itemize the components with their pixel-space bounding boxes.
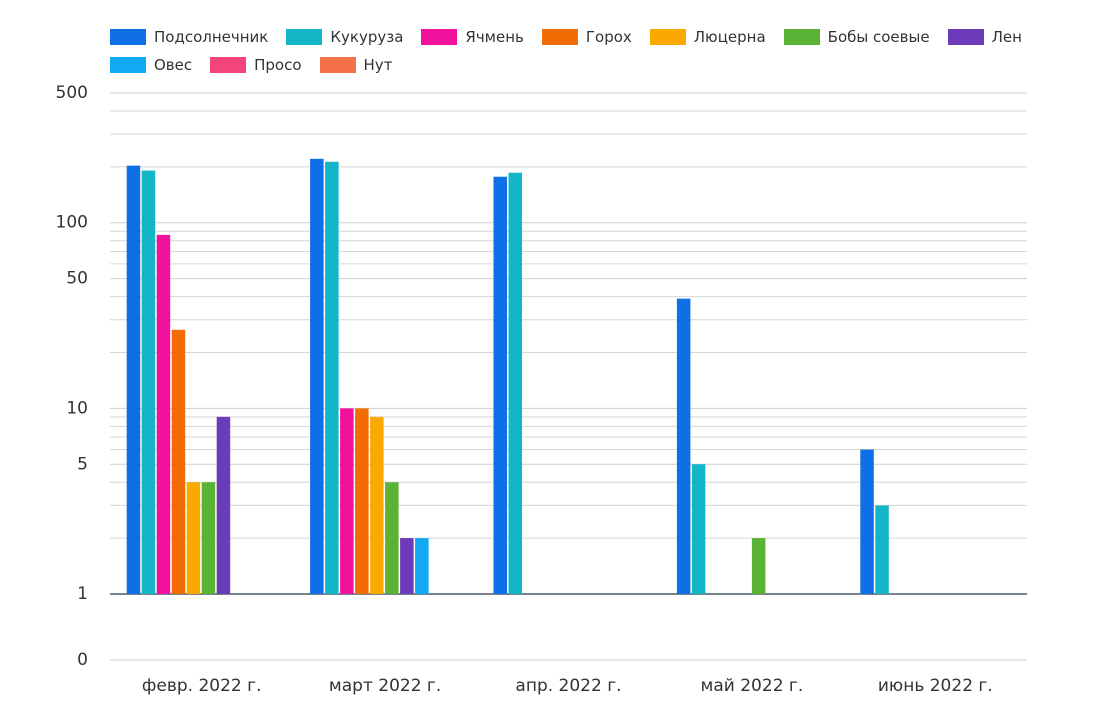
y-tick-label: 500 bbox=[56, 83, 88, 103]
bar bbox=[216, 416, 231, 594]
legend-label: Лен bbox=[991, 28, 1022, 46]
legend-item[interactable]: Кукуруза bbox=[286, 26, 403, 48]
bar bbox=[355, 408, 369, 594]
legend-item[interactable]: Бобы соевые bbox=[783, 26, 930, 48]
legend-item[interactable]: Просо bbox=[210, 54, 302, 76]
bar bbox=[370, 416, 384, 594]
legend-swatch bbox=[110, 29, 146, 45]
legend-label: Горох bbox=[585, 28, 632, 46]
legend-label: Люцерна bbox=[693, 28, 766, 46]
bar bbox=[325, 161, 339, 594]
bar bbox=[385, 482, 399, 594]
y-tick-label: 0 bbox=[77, 650, 88, 670]
legend-swatch bbox=[110, 57, 146, 73]
bar bbox=[691, 464, 706, 594]
bar bbox=[508, 172, 522, 594]
legend-label: Ячмень bbox=[465, 28, 524, 46]
y-tick-label: 100 bbox=[56, 213, 88, 233]
legend: Подсолнечник Кукуруза Ячмень Горох Люцерна Бо… bbox=[110, 26, 1030, 76]
bar bbox=[860, 449, 874, 594]
legend-swatch bbox=[783, 29, 820, 45]
bar bbox=[310, 158, 324, 594]
legend-swatch bbox=[541, 29, 578, 45]
x-tick-label: июнь 2022 г. bbox=[878, 676, 993, 696]
legend-label: Просо bbox=[254, 56, 302, 74]
legend-swatch bbox=[319, 57, 356, 73]
legend-item[interactable]: Подсолнечник bbox=[110, 26, 268, 48]
legend-item[interactable]: Горох bbox=[541, 26, 632, 48]
legend-swatch bbox=[421, 29, 458, 45]
legend-swatch bbox=[286, 29, 323, 45]
bar bbox=[201, 482, 216, 594]
legend-item[interactable]: Ячмень bbox=[421, 26, 524, 48]
legend-label: Овес bbox=[154, 56, 193, 74]
legend-item[interactable]: Нут bbox=[319, 54, 393, 76]
bar bbox=[493, 176, 507, 594]
legend-label: Бобы соевые bbox=[827, 28, 930, 46]
y-tick-label: 5 bbox=[77, 454, 88, 474]
legend-label: Подсолнечник bbox=[154, 28, 269, 46]
x-tick-label: апр. 2022 г. bbox=[515, 676, 621, 696]
legend-swatch bbox=[649, 29, 686, 45]
legend-item[interactable]: Лен bbox=[947, 26, 1022, 48]
bar bbox=[751, 538, 766, 594]
bar bbox=[875, 505, 889, 594]
bar bbox=[126, 165, 141, 594]
bar bbox=[186, 482, 201, 594]
legend-label: Нут bbox=[363, 56, 393, 74]
bar bbox=[676, 298, 691, 594]
legend-item[interactable]: Люцерна bbox=[649, 26, 766, 48]
y-tick-label: 10 bbox=[66, 398, 88, 418]
x-tick-label: май 2022 г. bbox=[701, 676, 804, 696]
legend-swatch bbox=[947, 29, 984, 45]
bar bbox=[415, 538, 429, 594]
bar bbox=[400, 538, 414, 594]
legend-label: Кукуруза bbox=[330, 28, 404, 46]
x-tick-label: март 2022 г. bbox=[329, 676, 441, 696]
x-tick-label: февр. 2022 г. bbox=[142, 676, 262, 696]
bar bbox=[340, 408, 354, 594]
legend-item[interactable]: Овес bbox=[110, 54, 192, 76]
bar bbox=[171, 329, 186, 594]
y-tick-label: 1 bbox=[77, 584, 88, 604]
legend-swatch bbox=[210, 57, 247, 73]
bar bbox=[141, 170, 156, 594]
bar bbox=[156, 234, 171, 595]
y-tick-label: 50 bbox=[66, 269, 88, 289]
